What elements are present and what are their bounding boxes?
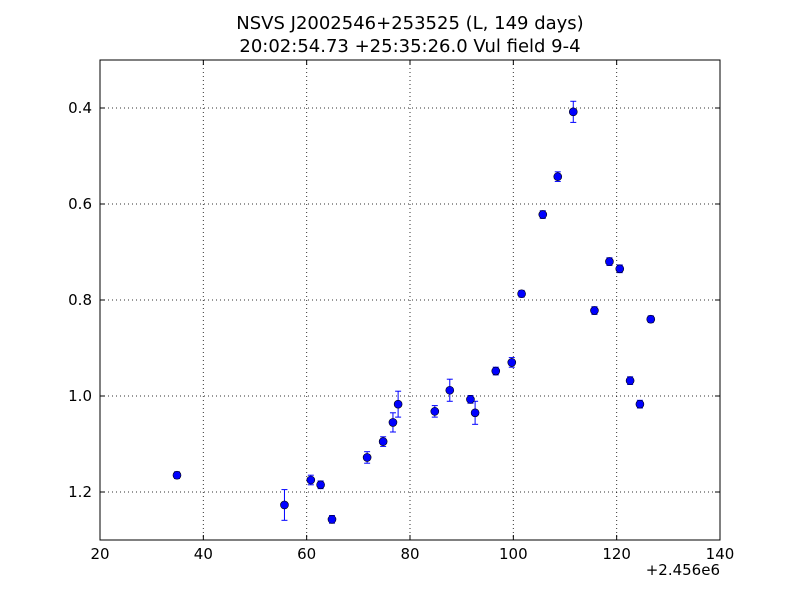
x-tick-label: 20 <box>90 545 109 563</box>
data-point <box>615 264 625 274</box>
x-tick-label: 100 <box>499 545 528 563</box>
data-point <box>470 408 480 418</box>
data-point <box>393 399 403 409</box>
data-point <box>646 314 656 324</box>
data-point <box>568 107 578 117</box>
data-points <box>172 107 656 524</box>
data-point <box>388 418 398 427</box>
x-tick-labels: 20 40 60 80 100 120 140 <box>90 545 734 563</box>
y-tick-label: 1.2 <box>68 483 92 501</box>
data-point <box>378 437 388 446</box>
data-point <box>466 395 475 404</box>
chart-title-line2: 20:02:54.73 +25:35:26.0 Vul field 9-4 <box>239 36 580 57</box>
plot-area-frame <box>99 59 721 541</box>
data-point <box>172 470 182 480</box>
data-point <box>362 453 372 462</box>
data-point <box>507 358 517 367</box>
data-point <box>430 407 440 416</box>
y-tick-label: 1.0 <box>68 387 92 405</box>
data-point <box>625 376 635 385</box>
x-tick-label: 80 <box>400 545 419 563</box>
y-tick-labels: 0.4 0.6 0.8 1.0 1.2 <box>68 99 92 501</box>
data-point <box>316 480 325 490</box>
x-offset-label: +2.456e6 <box>646 561 720 579</box>
x-tick-label: 40 <box>194 545 213 563</box>
x-tick-label: 140 <box>706 545 735 563</box>
data-point <box>635 399 645 409</box>
grid-lines <box>100 60 720 540</box>
data-point <box>538 210 548 219</box>
data-point <box>280 500 289 510</box>
data-point <box>605 257 614 266</box>
y-tick-label: 0.8 <box>68 291 92 309</box>
x-tick-label: 120 <box>602 545 631 563</box>
x-tick-label: 60 <box>297 545 316 563</box>
chart-title-line1: NSVS J2002546+253525 (L, 149 days) <box>236 13 583 34</box>
y-tick-label: 0.6 <box>68 195 92 213</box>
data-point <box>445 385 455 395</box>
y-tick-label: 0.4 <box>68 99 92 117</box>
data-point <box>491 366 501 376</box>
data-point <box>517 289 526 299</box>
data-point <box>327 515 337 524</box>
data-point <box>590 306 599 315</box>
data-point <box>306 475 316 485</box>
data-point <box>553 172 563 181</box>
